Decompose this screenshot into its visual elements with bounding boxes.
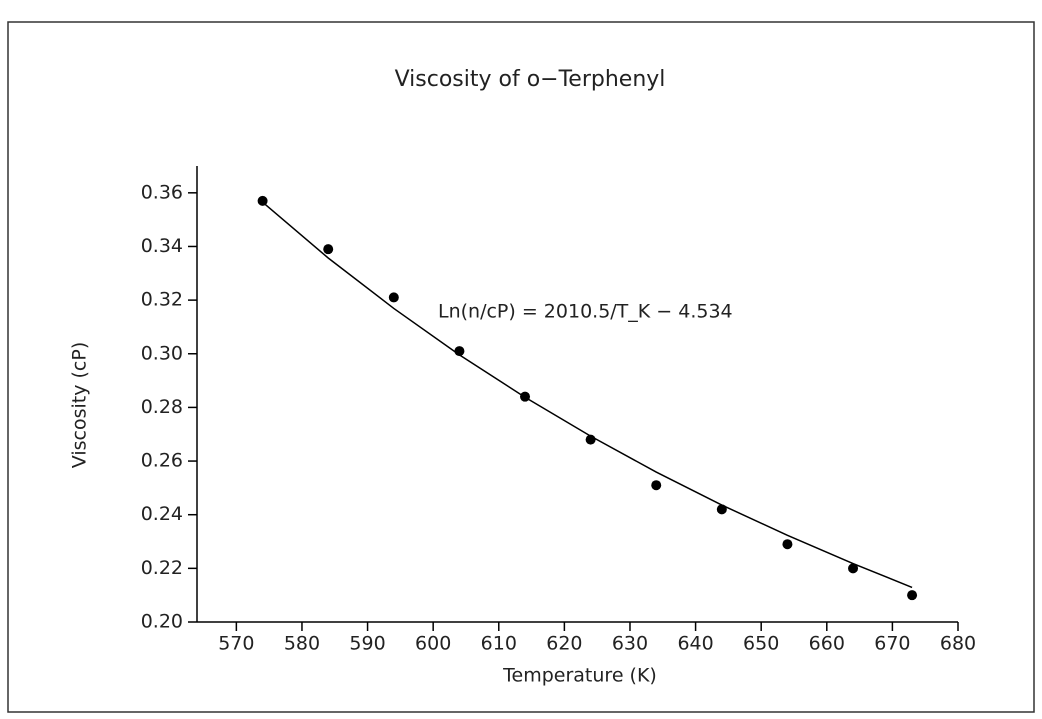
x-tick-label: 570 bbox=[218, 633, 254, 655]
x-tick-label: 610 bbox=[481, 633, 517, 655]
data-point bbox=[388, 292, 399, 303]
y-axis-label: Viscosity (cP) bbox=[69, 342, 91, 468]
x-tick-label: 640 bbox=[677, 633, 713, 655]
x-tick-label: 630 bbox=[612, 633, 648, 655]
x-tick-label: 580 bbox=[284, 633, 320, 655]
x-axis-label: Temperature (K) bbox=[502, 665, 657, 687]
x-tick-label: 590 bbox=[349, 633, 385, 655]
x-tick-label: 670 bbox=[874, 633, 910, 655]
data-point bbox=[323, 244, 334, 255]
x-tick-label: 680 bbox=[940, 633, 976, 655]
data-point bbox=[907, 590, 918, 601]
fit-line bbox=[262, 201, 913, 589]
y-tick-label: 0.28 bbox=[141, 396, 183, 418]
y-tick-label: 0.36 bbox=[141, 181, 183, 203]
frame bbox=[7, 21, 1035, 713]
x-tick-label: 620 bbox=[546, 633, 582, 655]
y-tick-label: 0.24 bbox=[141, 503, 183, 525]
x-tick-label: 650 bbox=[743, 633, 779, 655]
y-tick-label: 0.32 bbox=[141, 289, 183, 311]
data-point bbox=[651, 480, 662, 491]
data-point bbox=[848, 563, 859, 574]
y-tick-label: 0.20 bbox=[141, 611, 183, 633]
data-point bbox=[782, 539, 793, 550]
x-tick-label: 660 bbox=[809, 633, 845, 655]
chart-title: Viscosity of o−Terphenyl bbox=[395, 67, 666, 92]
y-tick-label: 0.22 bbox=[141, 557, 183, 579]
annotation: Ln(n/cP) = 2010.5/T_K − 4.534 bbox=[438, 301, 733, 323]
x-tick-label: 600 bbox=[415, 633, 451, 655]
y-tick-label: 0.30 bbox=[141, 342, 183, 364]
y-tick-label: 0.26 bbox=[141, 450, 183, 472]
y-tick-label: 0.34 bbox=[141, 235, 183, 257]
